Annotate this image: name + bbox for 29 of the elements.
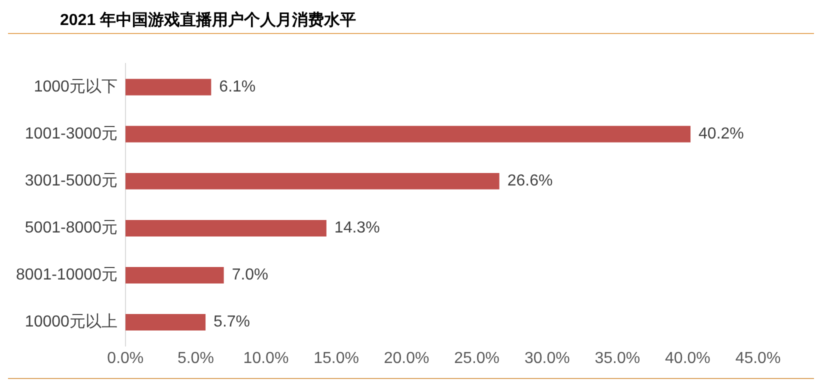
x-tick-label: 10.0% — [243, 350, 289, 367]
y-tick-label: 5001-8000元 — [24, 220, 118, 237]
y-tick-label: 1001-3000元 — [24, 126, 118, 143]
bar — [125, 172, 500, 190]
x-tick-label: 5.0% — [177, 350, 214, 367]
x-tick-label: 25.0% — [454, 350, 500, 367]
bar — [125, 267, 224, 284]
data-label: 5.7% — [214, 314, 250, 331]
bar — [125, 314, 206, 331]
data-label: 6.1% — [219, 78, 256, 96]
bar — [125, 220, 326, 236]
y-tick-label: 8001-10000元 — [16, 266, 118, 284]
data-label: 40.2% — [698, 126, 744, 143]
bar — [125, 78, 212, 96]
y-tick-label: 1000元以下 — [34, 78, 118, 96]
y-tick-label: 10000元以上 — [24, 312, 118, 331]
data-label: 26.6% — [507, 172, 553, 190]
data-label: 7.0% — [232, 266, 268, 284]
x-tick-label: 35.0% — [594, 350, 640, 367]
x-tick-label: 40.0% — [665, 350, 710, 367]
bar — [125, 126, 691, 142]
chart-title: 2021 年中国游戏直播用户个人月消费水平 — [60, 10, 356, 31]
data-label: 14.3% — [334, 220, 380, 237]
x-tick-label: 20.0% — [384, 350, 430, 367]
x-tick-label: 30.0% — [524, 350, 570, 367]
y-tick-label: 3001-5000元 — [24, 172, 118, 190]
x-tick-label: 0.0% — [107, 350, 144, 367]
x-tick-label: 45.0% — [735, 350, 781, 367]
x-tick-label: 15.0% — [314, 350, 359, 367]
